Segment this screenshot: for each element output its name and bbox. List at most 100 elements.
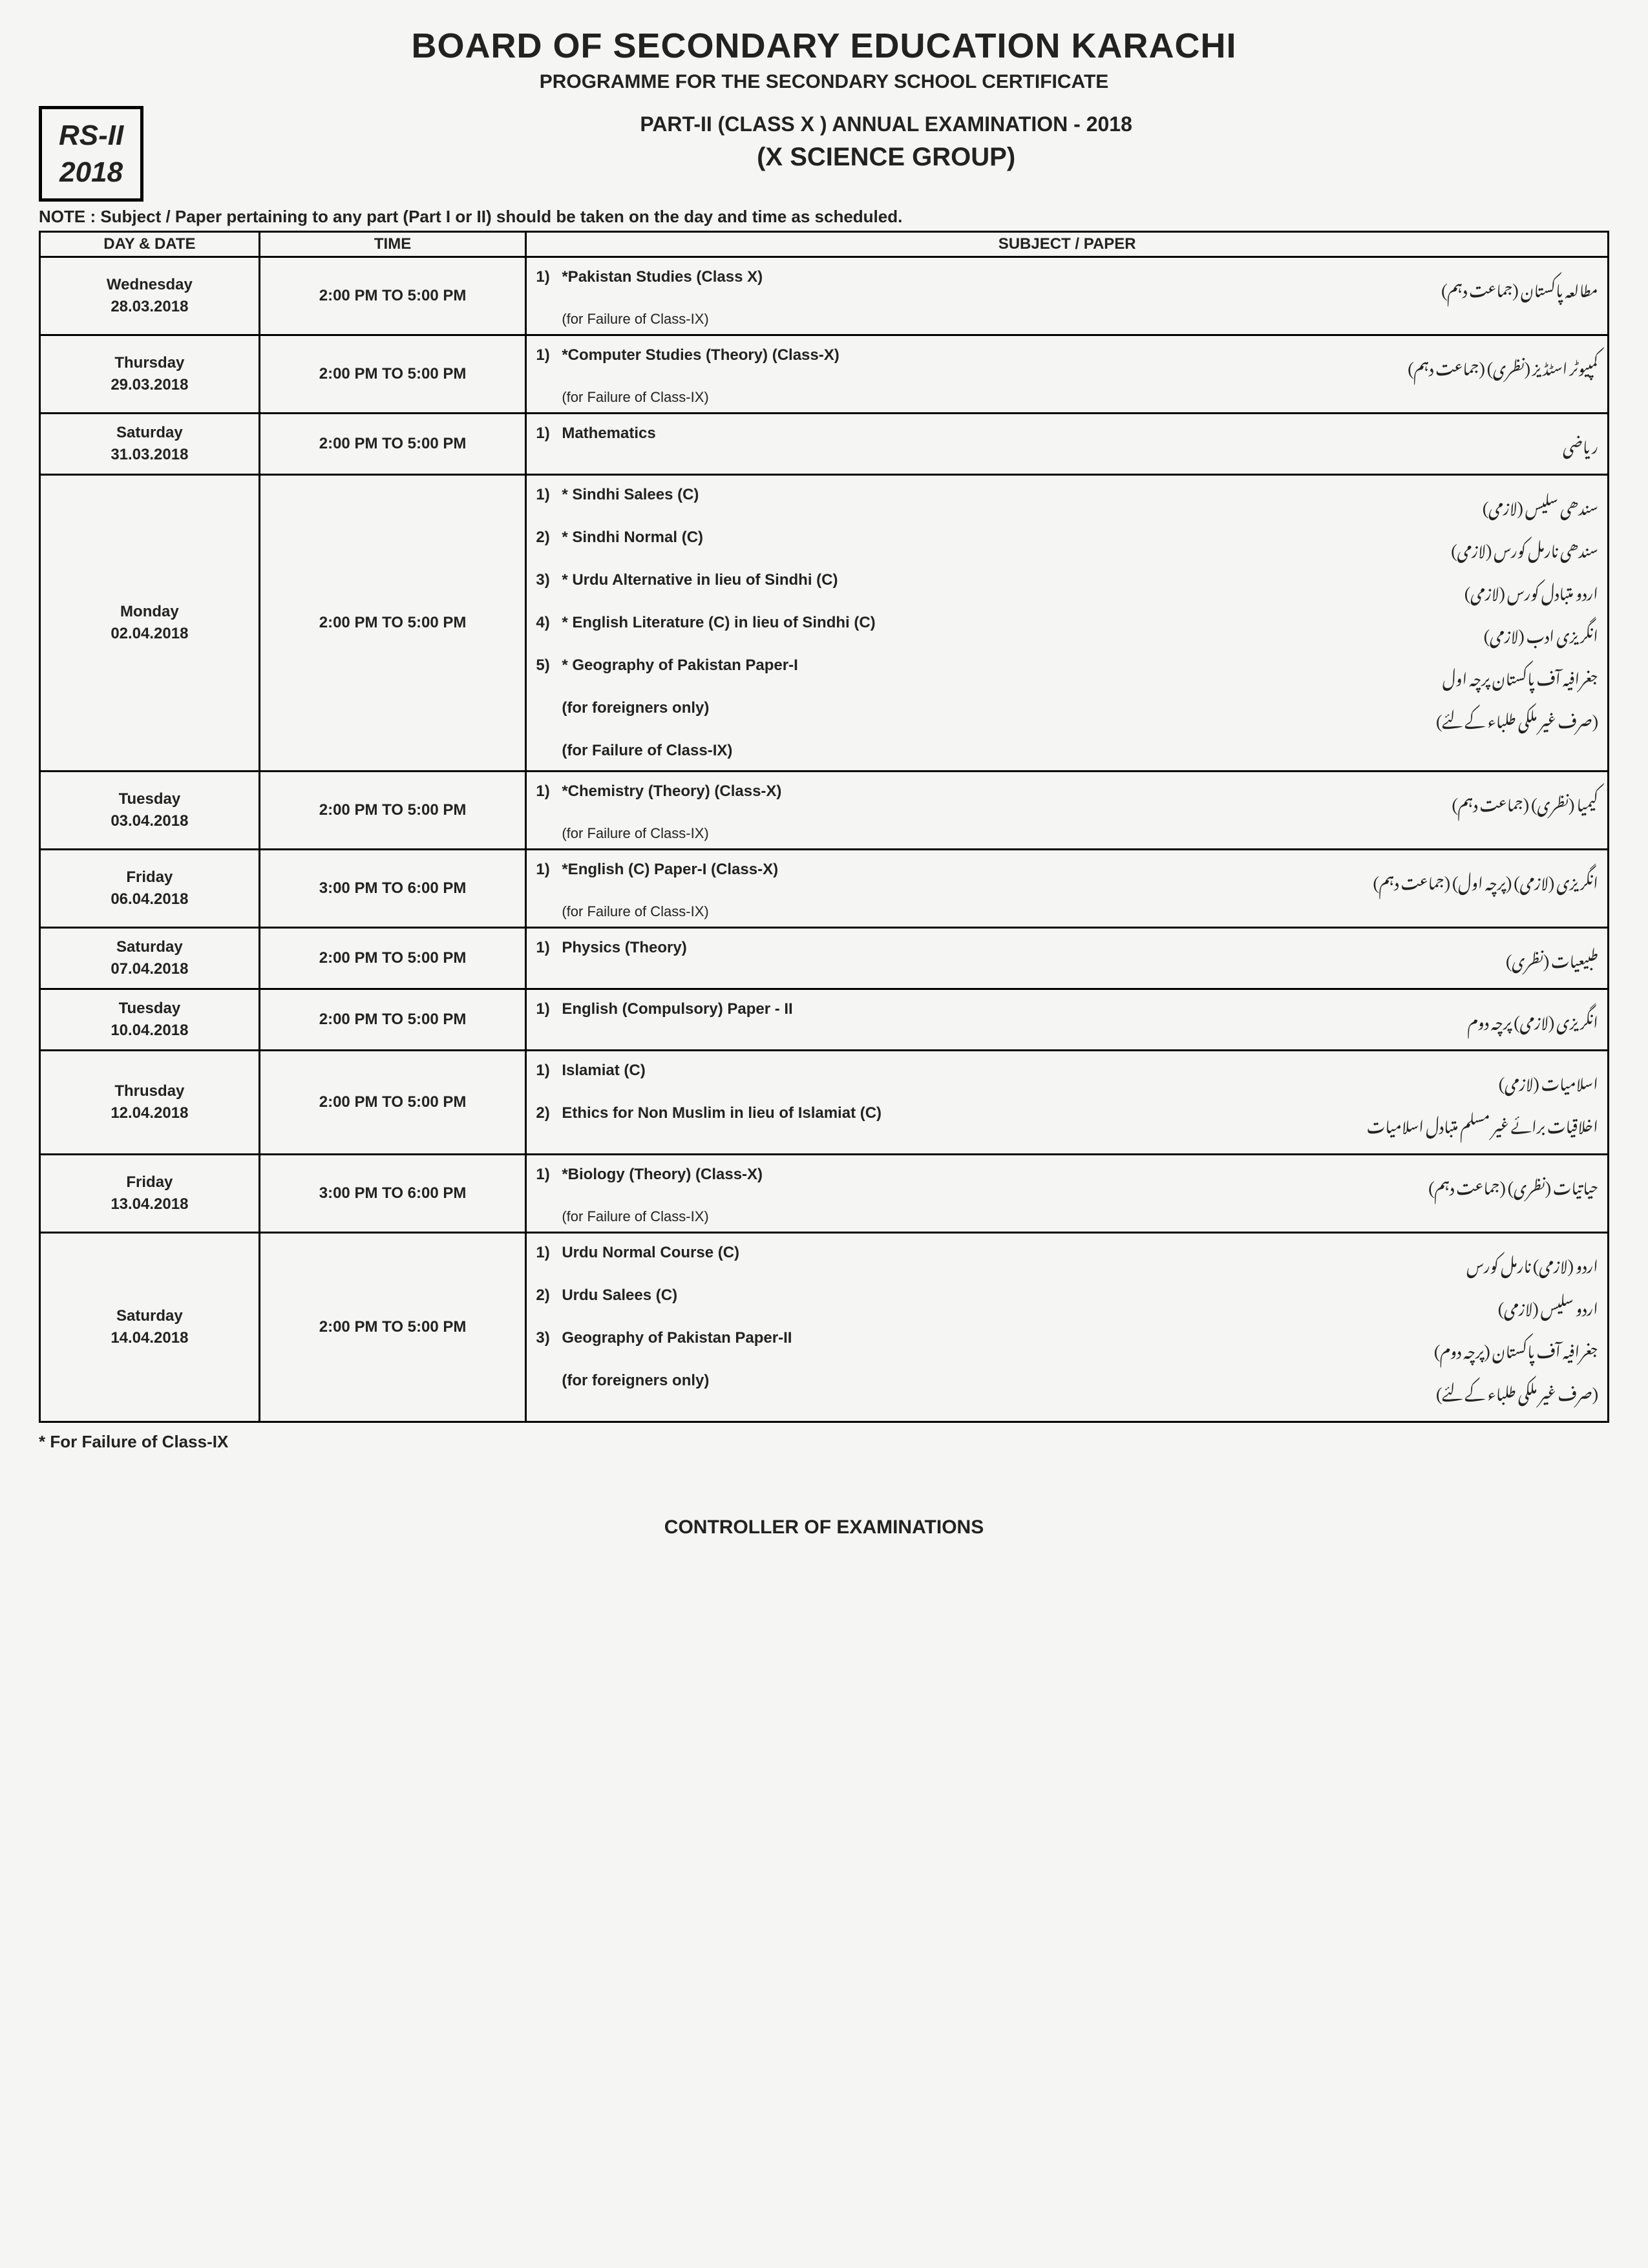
subject-subtext: (for Failure of Class-IX) xyxy=(562,903,1598,920)
day-name: Tuesday xyxy=(50,1000,249,1018)
main-title: BOARD OF SECONDARY EDUCATION KARACHI xyxy=(39,26,1609,66)
subject-item: 4) * English Literature (C) in lieu of Si… xyxy=(536,614,1598,653)
item-number: 1) xyxy=(536,1244,555,1262)
subject-english: *Computer Studies (Theory) (Class-X) xyxy=(562,346,839,364)
subject-cell: 1)* Sindhi Salees (C)سندھی سلیس (لازمی)2… xyxy=(526,475,1609,772)
day-name: Thrusday xyxy=(50,1082,249,1100)
date-value: 03.04.2018 xyxy=(50,812,249,830)
rs-line-2: 2018 xyxy=(59,154,123,191)
subject-urdu: سندھی نارمل کورس (لازمی) xyxy=(1417,529,1598,567)
subject-urdu: حیاتیات (نظری) (جماعت دہم) xyxy=(1417,1166,1598,1204)
subject-english: Urdu Normal Course (C) xyxy=(562,1244,739,1262)
table-row: Thrusday12.04.20182:00 PM TO 5:00 PM1)Is… xyxy=(40,1051,1609,1155)
subject-urdu: جغرافیہ آف پاکستان پرچہ اول xyxy=(1417,656,1598,695)
table-row: Friday06.04.20183:00 PM TO 6:00 PM1)*Eng… xyxy=(40,850,1609,928)
item-number: 3) xyxy=(536,571,555,589)
exam-line: PART-II (CLASS X ) ANNUAL EXAMINATION - … xyxy=(163,112,1609,136)
item-number: 2) xyxy=(536,1286,555,1305)
subject-urdu: سندھی سلیس (لازمی) xyxy=(1417,486,1598,525)
day-name: Monday xyxy=(50,603,249,621)
subject-cell: 1)Islamiat (C)اسلامیات (لازمی) 2) Ethics f… xyxy=(526,1051,1609,1155)
exam-info: PART-II (CLASS X ) ANNUAL EXAMINATION - … xyxy=(163,106,1609,178)
group-line: (X SCIENCE GROUP) xyxy=(163,143,1609,172)
subject-cell: 1)*Biology (Theory) (Class-X)حیاتیات (نظ… xyxy=(526,1155,1609,1233)
subject-urdu: انگریزی (لازمی) (پرچہ اول) (جماعت دہم) xyxy=(1373,861,1598,899)
subject-item: (for foreigners only)(صرف غیر ملکی طلباء… xyxy=(536,1372,1598,1411)
subject-subtext: (for Failure of Class-IX) xyxy=(562,1208,1598,1225)
subject-urdu: انگریزی (لازمی) پرچہ دوم xyxy=(1417,1000,1598,1039)
subject-urdu: طبیعیات (نظری) xyxy=(1417,939,1598,978)
note-line: NOTE : Subject / Paper pertaining to any… xyxy=(39,207,1609,227)
subject-item: 1)*English (C) Paper-I (Class-X)انگریزی … xyxy=(536,861,1598,899)
subject-subtext: (for Failure of Class-IX) xyxy=(562,311,1598,328)
item-number: 4) xyxy=(536,614,555,632)
subject-item: (for foreigners only)(صرف غیر ملکی طلباء… xyxy=(536,699,1598,738)
subject-urdu: اردو سلیس (لازمی) xyxy=(1417,1286,1598,1325)
day-name: Saturday xyxy=(50,1307,249,1325)
day-name: Saturday xyxy=(50,938,249,956)
rs-box: RS-II 2018 xyxy=(39,106,143,202)
subject-item: 1)Islamiat (C)اسلامیات (لازمی) xyxy=(536,1062,1598,1100)
subject-item: 3)Geography of Pakistan Paper-IIجغرافیہ … xyxy=(536,1329,1598,1368)
subject-english: * Geography of Pakistan Paper-I xyxy=(562,656,798,675)
col-subject-header: SUBJECT / PAPER xyxy=(526,232,1609,257)
subject-cell: 1)Physics (Theory)طبیعیات (نظری) xyxy=(526,928,1609,989)
subject-urdu: اردو متبادل کورس (لازمی) xyxy=(1417,571,1598,610)
subject-item: 1)Physics (Theory)طبیعیات (نظری) xyxy=(536,939,1598,978)
table-row: Saturday31.03.20182:00 PM TO 5:00 PM1)Ma… xyxy=(40,414,1609,475)
subject-urdu: انگریزی ادب (لازمی) xyxy=(1417,614,1598,653)
subject-cell: 1) English (Compulsory) Paper - II انگریزی… xyxy=(526,989,1609,1051)
day-name: Wednesday xyxy=(50,276,249,294)
date-cell: Saturday 07.04.2018 xyxy=(40,928,260,989)
subject-english: English (Compulsory) Paper - II xyxy=(562,1000,792,1018)
table-row: Thursday29.03.20182:00 PM TO 5:00 PM1)*C… xyxy=(40,335,1609,414)
subject-english: *English (C) Paper-I (Class-X) xyxy=(562,861,778,879)
subject-english: *Biology (Theory) (Class-X) xyxy=(562,1166,763,1184)
date-value: 13.04.2018 xyxy=(50,1195,249,1213)
subject-urdu: ریاضی xyxy=(1417,425,1598,463)
item-number: 1) xyxy=(536,1062,555,1080)
time-cell: 3:00 PM TO 6:00 PM xyxy=(259,1155,526,1233)
date-value: 07.04.2018 xyxy=(50,960,249,978)
subject-item: 1) Urdu Normal Course (C) اردو (لازمی) نار… xyxy=(536,1244,1598,1283)
table-row: Tuesday03.04.20182:00 PM TO 5:00 PM1)*Ch… xyxy=(40,772,1609,850)
day-name: Tuesday xyxy=(50,790,249,808)
subject-cell: 1)*Chemistry (Theory) (Class-X)کیمیا (نظ… xyxy=(526,772,1609,850)
date-cell: Thrusday 12.04.2018 xyxy=(40,1051,260,1155)
subject-english: * English Literature (C) in lieu of Sind… xyxy=(562,614,875,632)
table-row: Friday13.04.20183:00 PM TO 6:00 PM1)*Bio… xyxy=(40,1155,1609,1233)
time-cell: 2:00 PM TO 5:00 PM xyxy=(259,1233,526,1422)
subject-item: 1)*Chemistry (Theory) (Class-X)کیمیا (نظ… xyxy=(536,782,1598,821)
date-cell: Tuesday 03.04.2018 xyxy=(40,772,260,850)
table-row: Tuesday10.04.20182:00 PM TO 5:00 PM1)Eng… xyxy=(40,989,1609,1051)
subject-english: (for foreigners only) xyxy=(562,699,709,717)
item-number: 1) xyxy=(536,782,555,801)
subtitle: PROGRAMME FOR THE SECONDARY SCHOOL CERTI… xyxy=(39,71,1609,93)
col-time-header: TIME xyxy=(259,232,526,257)
time-cell: 2:00 PM TO 5:00 PM xyxy=(259,475,526,772)
subject-urdu: کمپیوٹر اسٹڈیز (نظری) (جماعت دہم) xyxy=(1408,346,1598,385)
date-cell: Friday13.04.2018 xyxy=(40,1155,260,1233)
subject-english: * Urdu Alternative in lieu of Sindhi (C) xyxy=(562,571,838,589)
subject-english: Geography of Pakistan Paper-II xyxy=(562,1329,792,1347)
document-header: BOARD OF SECONDARY EDUCATION KARACHI PRO… xyxy=(39,26,1609,93)
date-cell: Friday06.04.2018 xyxy=(40,850,260,928)
subject-urdu: اردو (لازمی) نارمل کورس xyxy=(1417,1244,1598,1283)
controller-label: CONTROLLER OF EXAMINATIONS xyxy=(39,1517,1609,1538)
item-number: 2) xyxy=(536,1104,555,1122)
item-number xyxy=(536,1372,555,1390)
subject-cell: 1)*English (C) Paper-I (Class-X)انگریزی … xyxy=(526,850,1609,928)
item-number: 3) xyxy=(536,1329,555,1347)
subject-urdu: اسلامیات (لازمی) xyxy=(1417,1062,1598,1100)
date-value: 28.03.2018 xyxy=(50,298,249,316)
subject-english: Ethics for Non Muslim in lieu of Islamia… xyxy=(562,1104,882,1122)
subject-cell: 1)Mathematicsریاضی xyxy=(526,414,1609,475)
date-value: 14.04.2018 xyxy=(50,1329,249,1347)
date-value: 12.04.2018 xyxy=(50,1104,249,1122)
schedule-table: DAY & DATE TIME SUBJECT / PAPER Wednesda… xyxy=(39,231,1609,1423)
item-number: 1) xyxy=(536,1000,555,1018)
subject-cell: 1)*Pakistan Studies (Class X)مطالعہ پاکس… xyxy=(526,257,1609,335)
header-row: RS-II 2018 PART-II (CLASS X ) ANNUAL EXA… xyxy=(39,106,1609,202)
day-name: Saturday xyxy=(50,424,249,442)
subject-english: Urdu Salees (C) xyxy=(562,1286,677,1305)
